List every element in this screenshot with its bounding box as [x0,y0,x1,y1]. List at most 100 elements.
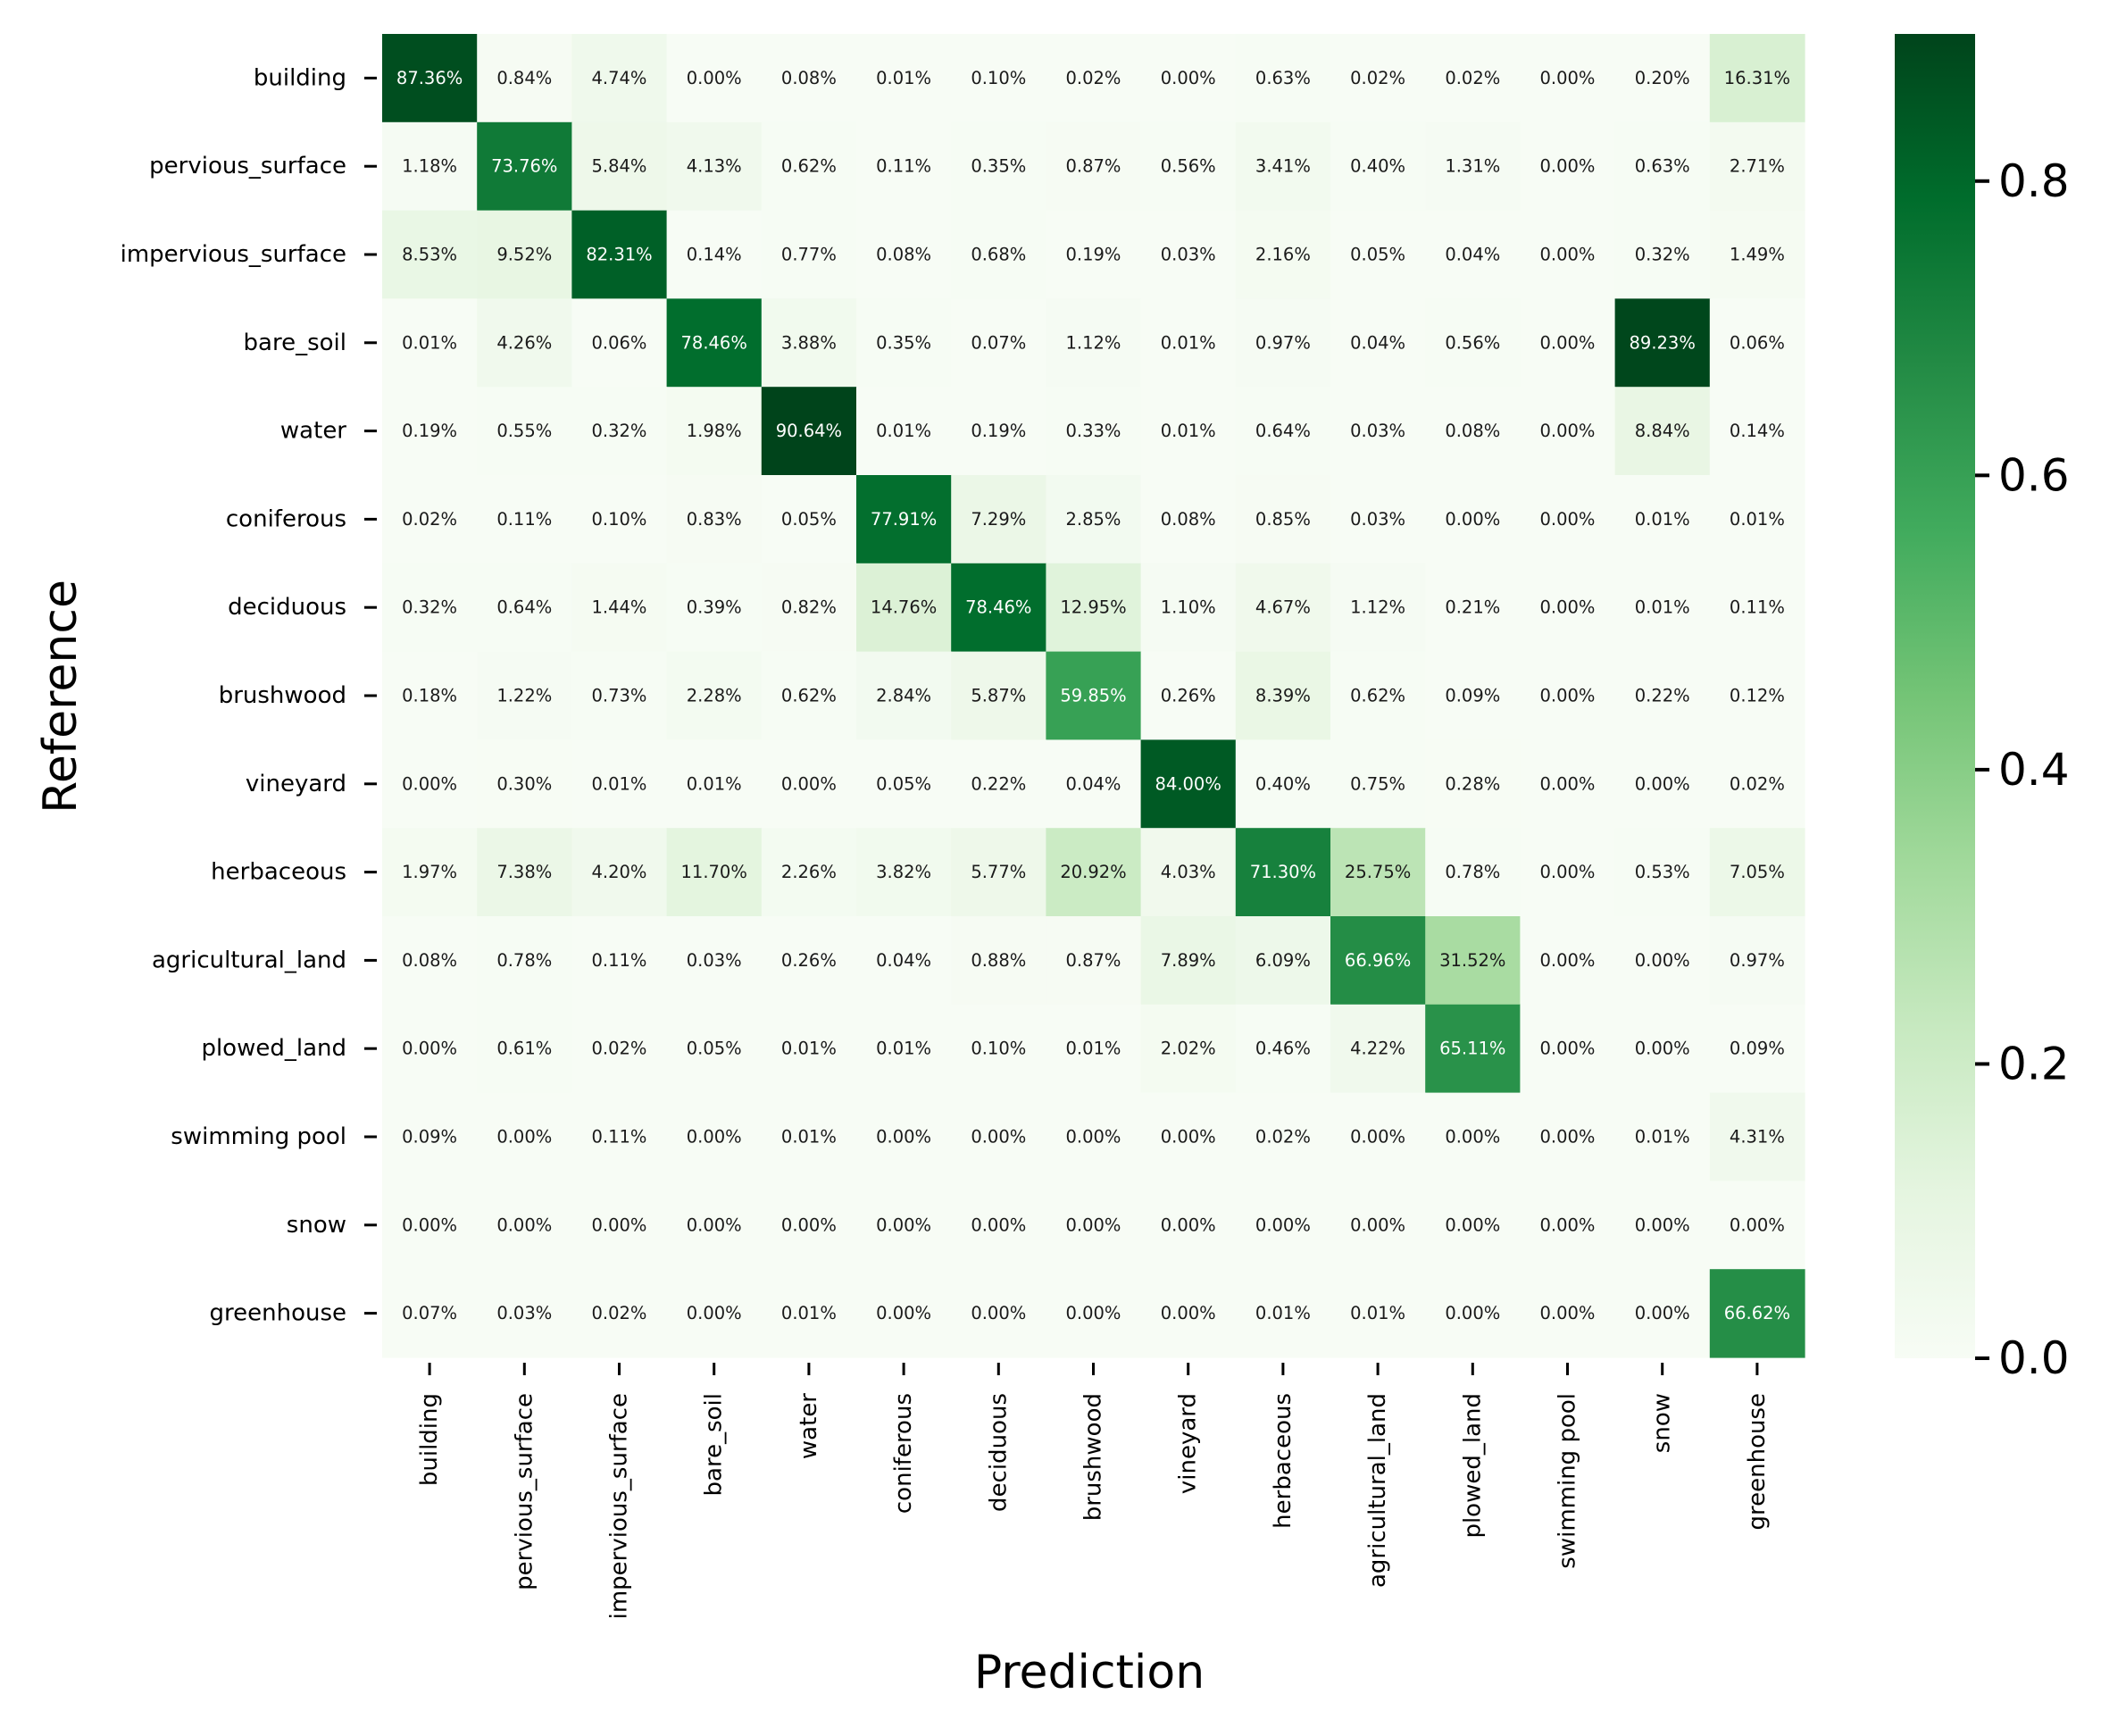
cell-value-label: 0.00% [1540,1303,1596,1323]
heatmap-cell [382,916,478,1006]
heatmap-cell [1235,34,1331,123]
cell-value-label: 0.11% [876,156,931,177]
x-tick-label: impervious_surface [606,1393,633,1619]
y-tick-label: swimming pool [171,1123,346,1150]
heatmap-cell [571,739,668,829]
heatmap-cell [571,210,668,299]
cell-value-label: 0.10% [592,509,647,530]
heatmap-cell [666,563,763,653]
heatmap-cell [951,563,1046,653]
heatmap-cell [666,739,763,829]
heatmap-cell [1709,475,1805,564]
cell-value-label: 2.28% [687,686,742,706]
heatmap-cell [951,298,1046,388]
heatmap-cell [951,916,1046,1006]
cell-value-label: 0.63% [1255,68,1311,88]
heatmap-cell [477,475,572,564]
heatmap-cell [382,828,478,917]
cell-value-label: 0.00% [1161,1127,1216,1148]
cell-value-label: 0.03% [1350,421,1405,441]
heatmap-cell [1425,475,1521,564]
cell-value-label: 0.00% [1540,245,1596,265]
y-tick-label: deciduous [228,594,346,621]
cell-value-label: 0.26% [1161,686,1216,706]
heatmap-cell [666,387,763,476]
cell-value-label: 82.31% [586,245,652,265]
heatmap-cell [856,1092,952,1181]
cell-value-label: 0.01% [1161,332,1216,353]
heatmap-cell [382,387,478,476]
cell-value-label: 0.04% [1066,773,1121,794]
heatmap-cell [1235,916,1331,1006]
cell-value-label: 1.97% [402,862,457,882]
heatmap-cell [1614,1092,1711,1181]
heatmap-cell [1425,651,1521,740]
heatmap-cell [1614,1269,1711,1358]
heatmap-cell [1140,121,1237,212]
cell-value-label: 0.19% [971,421,1026,441]
heatmap-cell [1614,210,1711,299]
heatmap-cell [477,563,572,653]
y-tick-label: vineyard [246,771,346,797]
cell-value-label: 4.67% [1255,597,1311,618]
heatmap-cell [571,34,668,123]
heatmap-cell [571,828,668,917]
y-tick-label: snow [287,1212,346,1239]
heatmap-cell [1520,1269,1616,1358]
cell-value-label: 0.04% [876,950,931,971]
heatmap-cell [951,475,1046,564]
cell-value-label: 0.40% [1350,156,1405,177]
heatmap-cell [1425,121,1521,212]
cell-value-label: 0.62% [1350,686,1405,706]
cell-value-label: 2.02% [1161,1039,1216,1059]
heatmap-cell [1330,210,1426,299]
heatmap-cell [761,1269,857,1358]
y-tick-label: greenhouse [210,1300,347,1327]
heatmap-cell [1330,34,1426,123]
cell-value-label: 59.85% [1060,686,1126,706]
cell-value-label: 0.32% [592,421,647,441]
heatmap-cell [761,1092,857,1181]
x-tick-label: greenhouse [1744,1393,1771,1531]
heatmap-cell [1614,475,1711,564]
heatmap-cell [1709,121,1805,212]
cell-value-label: 11.70% [681,862,747,882]
colorbar-tick-label: 0.8 [1998,155,2070,207]
heatmap-cell [1046,651,1142,740]
heatmap-cell [856,563,952,653]
heatmap-cell [1709,1092,1805,1181]
y-tick-label: impervious_surface [121,241,346,268]
heatmap-cell [1520,739,1616,829]
heatmap-cell [666,651,763,740]
heatmap-cell [951,34,1046,123]
heatmap-cell [1709,1004,1805,1094]
heatmap-cell [1520,475,1616,564]
cell-value-label: 0.00% [1350,1214,1405,1235]
heatmap-cell [1330,1004,1426,1094]
cell-value-label: 0.01% [1066,1039,1121,1059]
cell-value-label: 0.02% [1066,68,1121,88]
heatmap-cell [951,739,1046,829]
cell-value-label: 0.00% [781,773,837,794]
heatmap-cell [477,1269,572,1358]
cell-value-label: 90.64% [776,421,842,441]
heatmap-cell [1614,651,1711,740]
heatmap-cell [1235,298,1331,388]
heatmap-cell [1709,210,1805,299]
cell-value-label: 1.18% [402,156,457,177]
cell-value-label: 0.53% [1635,862,1690,882]
cell-value-label: 7.38% [496,862,552,882]
cell-value-label: 7.89% [1161,950,1216,971]
x-tick-label: building [416,1393,443,1486]
heatmap-cell [571,387,668,476]
heatmap-cell [1520,34,1616,123]
cell-value-label: 0.00% [971,1127,1026,1148]
heatmap-cell [1425,298,1521,388]
heatmap-cell [1520,387,1616,476]
heatmap-cell [1046,121,1142,212]
cell-value-label: 0.22% [971,773,1026,794]
heatmap-cell [666,828,763,917]
cell-value-label: 0.01% [781,1127,837,1148]
cell-value-label: 3.82% [876,862,931,882]
heatmap-cell [1140,739,1237,829]
